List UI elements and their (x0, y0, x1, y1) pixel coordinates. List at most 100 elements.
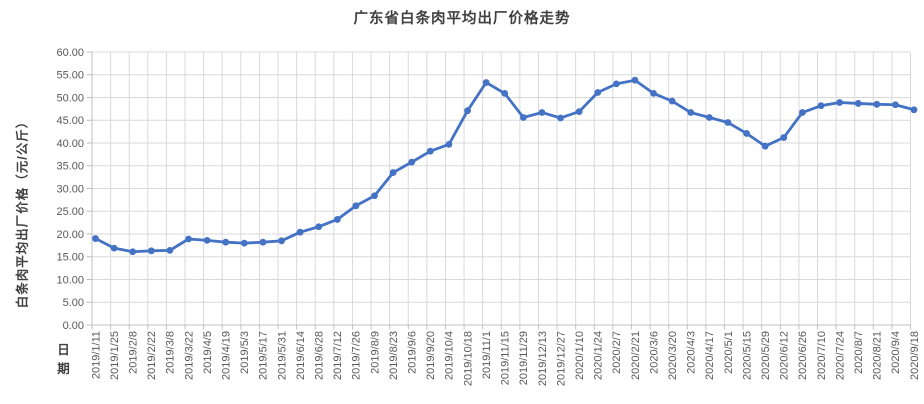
data-point-marker (482, 79, 490, 86)
data-point-marker (594, 89, 602, 96)
data-point-marker (92, 235, 99, 242)
chart-title: 广东省白条肉平均出厂价格走势 (353, 11, 571, 27)
data-point-marker (203, 236, 211, 244)
x-tick-label: 2020/7/10 (816, 331, 828, 380)
x-tick-label: 2019/8/23 (388, 331, 400, 380)
x-axis-title: 日期 (57, 343, 70, 376)
data-point-marker (147, 247, 155, 255)
data-point-marker (910, 106, 918, 114)
x-tick-label: 2020/3/20 (667, 331, 679, 380)
x-tick-label: 2020/6/26 (797, 331, 809, 380)
y-tick-label: 45.00 (56, 115, 84, 127)
x-tick-label: 2019/4/5 (202, 331, 214, 374)
x-tick-label: 2020/9/4 (890, 331, 902, 374)
x-tick-label: 2020/2/7 (611, 331, 623, 374)
x-tick-label: 2019/2/8 (128, 331, 140, 374)
data-point-marker (110, 244, 118, 252)
data-point-marker (333, 216, 341, 223)
data-point-marker (371, 192, 378, 200)
x-tick-label: 2019/7/12 (332, 331, 344, 380)
data-point-marker (315, 223, 323, 231)
price-series (92, 76, 918, 256)
x-tick-label: 2019/11/1 (481, 331, 493, 379)
y-tick-label: 20.00 (56, 229, 84, 241)
data-point-marker (538, 109, 546, 116)
x-tick-label: 2019/12/27 (555, 331, 567, 386)
x-tick-label: 2019/1/11 (90, 331, 102, 379)
y-tick-label: 40.00 (56, 138, 84, 150)
x-tick-label: 2019/2/22 (146, 331, 158, 380)
x-tick-label: 2020/4/17 (704, 331, 716, 380)
x-tick-label: 2020/1/24 (593, 331, 605, 380)
data-point-marker (836, 99, 843, 106)
data-point-marker (557, 114, 564, 122)
data-point-marker (873, 100, 881, 108)
x-tick-label: 2020/3/6 (648, 331, 660, 374)
y-tick-label: 55.00 (56, 70, 84, 82)
data-point-marker (501, 90, 509, 97)
x-tick-label: 2019/5/31 (276, 331, 288, 380)
data-point-marker (724, 119, 732, 126)
x-tick-label: 2019/5/3 (239, 331, 251, 374)
x-tick-label: 2019/10/4 (444, 331, 456, 380)
data-point-marker (296, 228, 304, 236)
x-tick-label: 2019/11/29 (518, 331, 530, 385)
x-tick-label: 2019/11/15 (500, 331, 512, 385)
data-point-marker (612, 80, 620, 88)
x-tick-label: 2019/3/22 (183, 331, 195, 380)
y-tick-label: 25.00 (56, 206, 84, 218)
y-tick-label: 15.00 (56, 252, 84, 264)
data-point-marker (166, 246, 174, 254)
data-point-marker (240, 239, 248, 247)
x-tick-label: 2019/7/26 (351, 331, 363, 380)
y-tick-label: 50.00 (56, 92, 84, 104)
x-tick-label: 2020/5/15 (741, 331, 753, 380)
data-point-marker (854, 100, 862, 107)
data-point-marker (464, 107, 471, 115)
data-point-marker (222, 238, 230, 246)
data-point-marker (278, 237, 285, 245)
y-tick-label: 35.00 (56, 161, 84, 173)
x-tick-label: 2020/6/12 (779, 331, 791, 380)
x-tick-label: 2019/3/8 (165, 331, 177, 374)
x-tick-label: 2019/6/28 (314, 331, 326, 380)
x-tick-label: 2020/7/24 (834, 331, 846, 380)
y-tick-label: 5.00 (63, 297, 84, 309)
data-point-marker (389, 169, 397, 176)
x-tick-label: 2020/5/29 (760, 331, 772, 380)
y-tick-label: 60.00 (56, 47, 84, 59)
data-point-marker (445, 140, 453, 148)
x-tick-label: 2020/2/21 (630, 331, 642, 380)
data-point-marker (705, 114, 713, 121)
x-tick-label: 2020/8/7 (853, 331, 865, 374)
data-point-marker (650, 90, 657, 97)
data-point-marker (575, 108, 583, 116)
data-point-marker (817, 102, 825, 110)
x-tick-label: 2019/9/6 (407, 331, 419, 374)
data-point-marker (761, 142, 769, 150)
y-tick-label: 30.00 (56, 183, 84, 195)
data-point-marker (519, 114, 527, 121)
data-point-marker (798, 109, 806, 116)
gridlines (92, 51, 911, 325)
x-tick-label: 2019/4/19 (221, 331, 233, 380)
x-tick-label: 2019/10/18 (462, 331, 474, 386)
tick-marks (86, 51, 911, 330)
x-tick-label: 2019/12/13 (537, 331, 549, 386)
data-point-marker (891, 101, 899, 109)
data-point-marker (780, 134, 788, 141)
x-tick-label: 2019/5/17 (258, 331, 270, 380)
x-tick-label: 2020/9/18 (909, 331, 921, 380)
x-tick-label: 2020/5/1 (723, 331, 735, 374)
data-point-marker (352, 202, 360, 210)
x-tick-label: 2019/8/9 (369, 331, 381, 374)
y-tick-label: 0.00 (63, 320, 84, 332)
data-point-marker (185, 235, 192, 243)
data-point-marker (129, 248, 137, 256)
axis-tick-labels: 0.00 5.00 10.00 15.00 20.00 25.00 30.00 35.00 40… (56, 47, 920, 386)
x-tick-label: 2019/9/20 (425, 331, 437, 380)
data-point-marker (668, 97, 676, 105)
x-tick-label: 2020/1/10 (574, 331, 586, 380)
x-tick-label: 2019/1/25 (109, 331, 121, 380)
